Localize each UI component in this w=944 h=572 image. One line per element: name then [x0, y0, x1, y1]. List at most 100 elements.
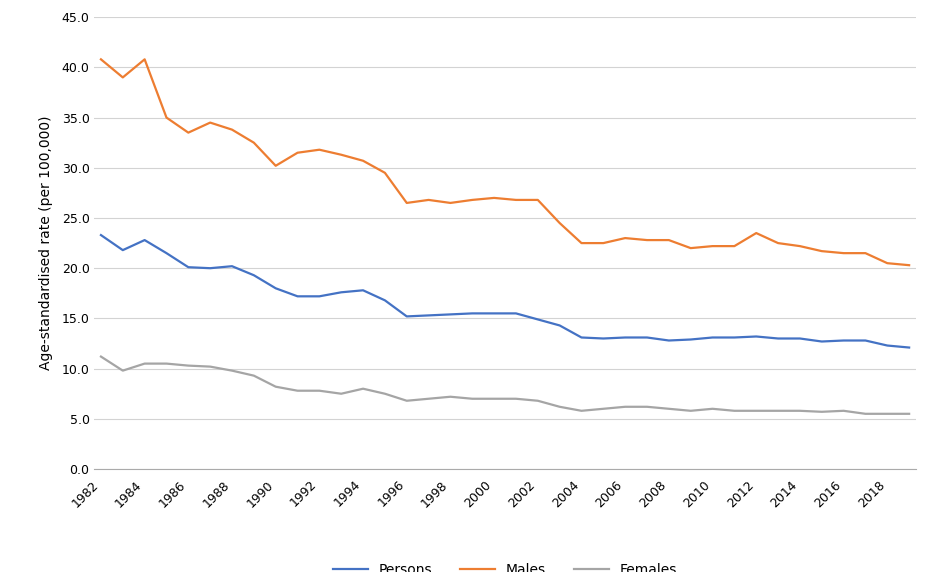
Males	[794, 243, 805, 249]
Persons	[248, 272, 260, 279]
Males	[554, 220, 565, 227]
Persons	[182, 264, 194, 271]
Males	[750, 229, 762, 236]
Males	[227, 126, 238, 133]
Persons	[401, 313, 413, 320]
Males	[903, 262, 915, 269]
Females	[838, 407, 850, 414]
Persons	[466, 310, 478, 317]
Persons	[576, 334, 587, 341]
Persons	[270, 285, 281, 292]
Females	[511, 395, 522, 402]
Persons	[685, 336, 697, 343]
Males	[532, 197, 544, 204]
Males	[641, 237, 652, 244]
Females	[882, 410, 893, 417]
Females	[379, 390, 391, 397]
Males	[817, 248, 828, 255]
Males	[95, 56, 107, 63]
Females	[729, 407, 740, 414]
Persons	[160, 250, 172, 257]
Females	[139, 360, 150, 367]
Females	[445, 394, 456, 400]
Females	[619, 403, 631, 410]
Persons	[139, 237, 150, 244]
Females	[358, 386, 369, 392]
Persons	[860, 337, 871, 344]
Females	[860, 410, 871, 417]
Males	[772, 240, 784, 247]
Persons	[95, 232, 107, 239]
Persons	[205, 265, 216, 272]
Persons	[750, 333, 762, 340]
Males	[882, 260, 893, 267]
Persons	[511, 310, 522, 317]
Females	[466, 395, 478, 402]
Males	[576, 240, 587, 247]
Males	[139, 56, 150, 63]
Females	[335, 390, 346, 397]
Persons	[117, 247, 128, 253]
Persons	[313, 293, 325, 300]
Persons	[335, 289, 346, 296]
Males	[860, 250, 871, 257]
Males	[401, 200, 413, 206]
Persons	[729, 334, 740, 341]
Persons	[598, 335, 609, 342]
Males	[466, 197, 478, 204]
Persons	[772, 335, 784, 342]
Persons	[641, 334, 652, 341]
Females	[794, 407, 805, 414]
Females	[903, 410, 915, 417]
Males	[270, 162, 281, 169]
Females	[423, 395, 434, 402]
Persons	[423, 312, 434, 319]
Line: Persons: Persons	[101, 235, 909, 348]
Persons	[903, 344, 915, 351]
Males	[488, 194, 499, 201]
Persons	[707, 334, 718, 341]
Males	[160, 114, 172, 121]
Males	[598, 240, 609, 247]
Females	[554, 403, 565, 410]
Females	[292, 387, 303, 394]
Males	[619, 235, 631, 241]
Females	[117, 367, 128, 374]
Males	[248, 139, 260, 146]
Males	[423, 197, 434, 204]
Males	[313, 146, 325, 153]
Females	[685, 407, 697, 414]
Persons	[554, 322, 565, 329]
Females	[598, 406, 609, 412]
Line: Females: Females	[101, 356, 909, 414]
Males	[117, 74, 128, 81]
Persons	[817, 338, 828, 345]
Males	[685, 245, 697, 252]
Females	[205, 363, 216, 370]
Males	[445, 200, 456, 206]
Males	[511, 197, 522, 204]
Persons	[619, 334, 631, 341]
Males	[182, 129, 194, 136]
Persons	[358, 287, 369, 294]
Females	[576, 407, 587, 414]
Females	[248, 372, 260, 379]
Males	[205, 119, 216, 126]
Y-axis label: Age-standardised rate (per 100,000): Age-standardised rate (per 100,000)	[40, 116, 53, 370]
Males	[358, 157, 369, 164]
Persons	[794, 335, 805, 342]
Females	[641, 403, 652, 410]
Persons	[292, 293, 303, 300]
Females	[664, 406, 675, 412]
Persons	[488, 310, 499, 317]
Persons	[445, 311, 456, 318]
Females	[532, 398, 544, 404]
Females	[750, 407, 762, 414]
Persons	[532, 316, 544, 323]
Persons	[379, 297, 391, 304]
Females	[401, 398, 413, 404]
Females	[772, 407, 784, 414]
Females	[313, 387, 325, 394]
Males	[707, 243, 718, 249]
Females	[227, 367, 238, 374]
